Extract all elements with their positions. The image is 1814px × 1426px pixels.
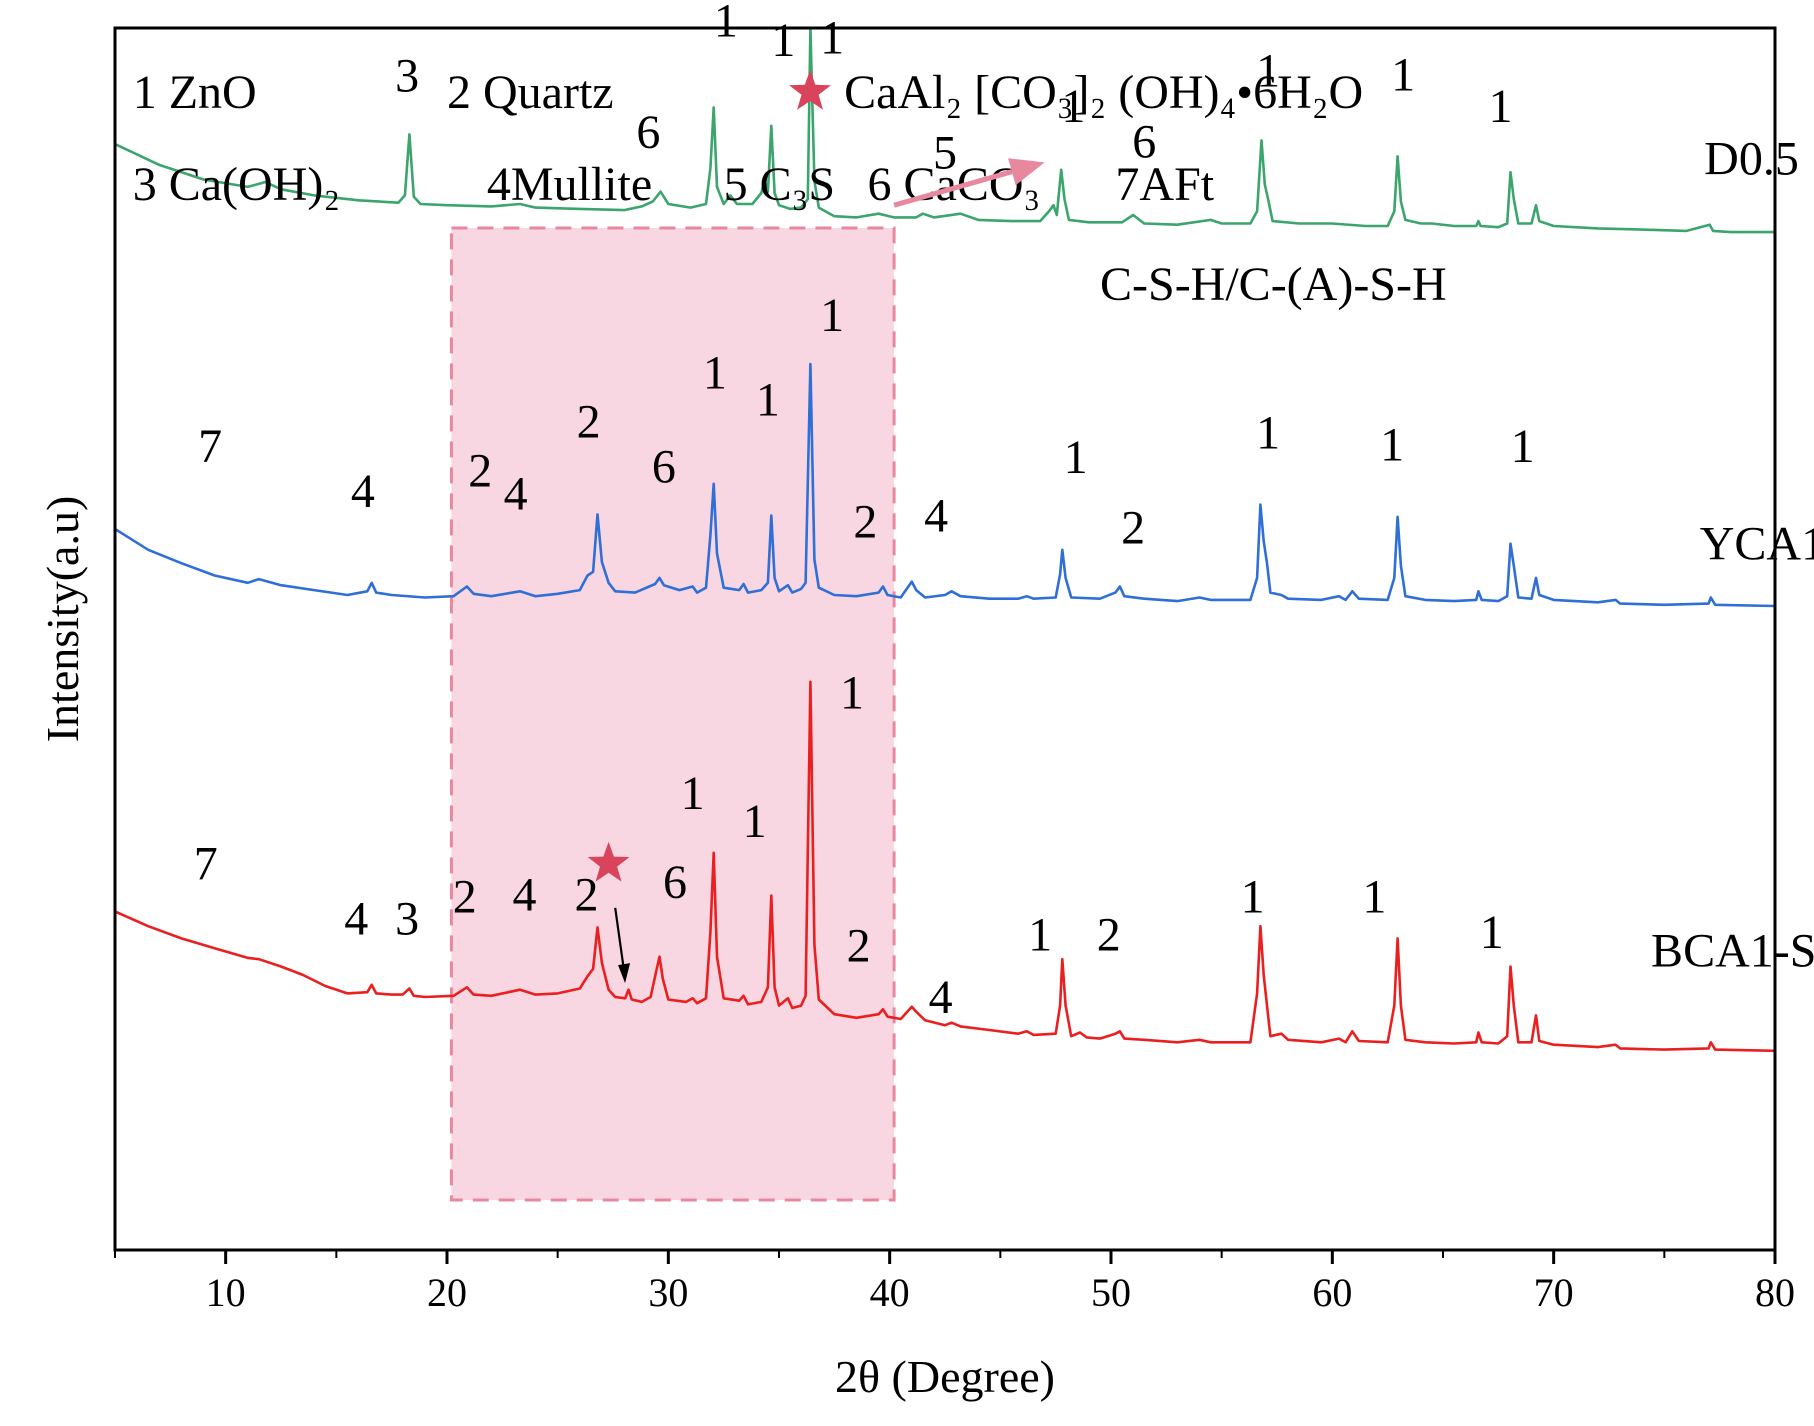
peak-label: 1 <box>1489 80 1513 133</box>
peak-label: 1 <box>743 795 767 848</box>
peak-label: 1 <box>1362 871 1386 924</box>
series-label-yca1: YCA1 <box>1700 518 1814 571</box>
legend-star-icon <box>789 70 831 110</box>
series-line-yca1 <box>114 362 1776 608</box>
peak-label: 1 <box>1511 420 1535 473</box>
star-arrow-line <box>614 907 626 972</box>
x-tick-label: 70 <box>1534 1270 1574 1315</box>
x-axis-title: 2θ (Degree) <box>835 1351 1055 1402</box>
peak-label: 2 <box>847 920 871 973</box>
peak-label: 2 <box>574 868 598 921</box>
peak-label: 3 <box>395 893 419 946</box>
x-tick-label: 30 <box>648 1270 688 1315</box>
highlight-region <box>449 226 896 1202</box>
legend-item-l2: 2 Quartz <box>447 66 614 119</box>
x-tick-label: 40 <box>870 1270 910 1315</box>
peak-label: 6 <box>636 106 660 159</box>
star-marker-icon <box>587 841 630 882</box>
peak-label: 1 <box>1480 906 1504 959</box>
peak-label: 3 <box>395 50 419 103</box>
peak-label: 1 <box>1256 45 1280 98</box>
plot-frame <box>113 26 1777 1252</box>
y-axis-title: Intensity(a.u) <box>37 496 88 743</box>
peak-label: 6 <box>663 856 687 909</box>
peak-label: 1 <box>756 373 780 426</box>
peak-label: 1 <box>1028 909 1052 962</box>
peak-label: 2 <box>853 496 877 549</box>
peak-label: 1 <box>771 14 795 67</box>
peak-label: 1 <box>820 12 844 65</box>
x-tick-label: 20 <box>427 1270 467 1315</box>
peak-label: 6 <box>1132 116 1156 169</box>
plot-background <box>449 226 896 1202</box>
text-layer: 10 20 30 40 50 60 70 80 2θ (Degree) Intensity(a.u… <box>37 0 1814 1402</box>
peak-label: 1 <box>1256 406 1280 459</box>
legend-item-l1: 1 ZnO <box>133 66 257 119</box>
peak-label: 2 <box>577 395 601 448</box>
peak-label: 2 <box>1121 502 1145 555</box>
peak-label: 1 <box>1380 419 1404 472</box>
peak-label: 1 <box>820 289 844 342</box>
peak-label: 4 <box>929 971 953 1024</box>
series-line-bca1-sj <box>114 680 1776 1053</box>
peak-label: 4 <box>504 467 528 520</box>
legend-item-lstar: CaAl₂ [CO₃]₂ (OH)₄•6H₂O <box>844 66 1363 119</box>
peak-label: 1 <box>1064 431 1088 484</box>
series-line-d0-5 <box>114 26 1775 234</box>
star-arrow-head <box>618 963 631 984</box>
annotation-arrow-head <box>1008 158 1045 186</box>
peak-label: 1 <box>703 346 727 399</box>
peak-label: 6 <box>652 441 676 494</box>
axes-layer <box>113 26 1777 1264</box>
peak-label: 2 <box>468 444 492 497</box>
legend-item-l7: 7AFt <box>1115 158 1214 211</box>
peak-label: 5 <box>933 127 957 180</box>
x-tick-label: 60 <box>1312 1270 1352 1315</box>
peak-label: 1 <box>714 0 738 48</box>
x-tick-label: 80 <box>1755 1270 1795 1315</box>
peak-label: 4 <box>924 489 948 542</box>
peak-label: 1 <box>840 667 864 720</box>
peak-label: 7 <box>194 838 218 891</box>
series-layer <box>114 26 1776 1053</box>
peak-label: 4 <box>512 868 536 921</box>
peak-label: 1 <box>1391 48 1415 101</box>
peak-label: 2 <box>453 871 477 924</box>
x-tick-label: 10 <box>206 1270 246 1315</box>
peak-label: 1 <box>681 767 705 820</box>
peak-label: 2 <box>1097 909 1121 962</box>
series-label-bca1-sj: BCA1-SJ <box>1651 924 1814 977</box>
peak-label: 1 <box>1061 80 1085 133</box>
annotation-arrow-line <box>893 169 1013 208</box>
legend-item-l5: 5 C₃S <box>724 158 835 211</box>
legend-item-l3: 3 Ca(OH)₂ <box>133 158 340 211</box>
series-label-d0-5: D0.5 <box>1704 133 1799 186</box>
peak-label: 1 <box>1241 871 1265 924</box>
x-tick-label: 50 <box>1091 1270 1131 1315</box>
peak-label: 7 <box>198 420 222 473</box>
annotation-text: C-S-H/C-(A)-S-H <box>1100 258 1447 311</box>
peak-label: 4 <box>344 893 368 946</box>
peak-label: 4 <box>351 465 375 518</box>
legend-item-l4: 4Mullite <box>487 158 652 211</box>
